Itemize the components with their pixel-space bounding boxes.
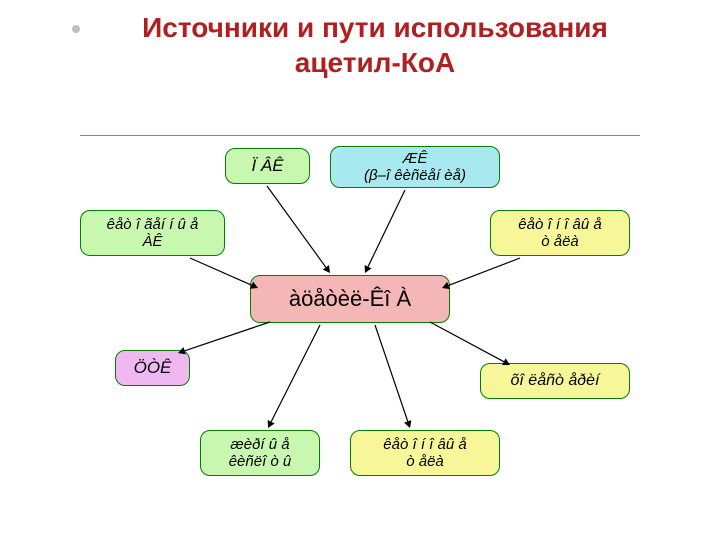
node-ktr: êåò î í î âû åò åëà bbox=[490, 210, 630, 256]
node-fat: æèðí û åêèñëî ò û bbox=[200, 430, 320, 476]
bullet-decor bbox=[72, 25, 80, 33]
node-kgl: êåò î ãåí í û åÀÊ bbox=[80, 210, 225, 256]
page-title: Источники и пути использования ацетил-Ко… bbox=[95, 10, 655, 80]
node-ctk: ÖÒÊ bbox=[115, 350, 190, 386]
title-line2: ацетил-КоА bbox=[295, 47, 455, 78]
node-pvk: Ï ÂÊ bbox=[225, 148, 310, 184]
title-rule bbox=[80, 135, 640, 136]
node-center: àöåòèë-Êî À bbox=[250, 275, 450, 323]
title-line1: Источники и пути использования bbox=[142, 12, 608, 43]
node-ket2: êåò î í î âû åò åëà bbox=[350, 430, 500, 476]
node-zhk: ÆÊ(β–î êèñëåí èå) bbox=[330, 146, 500, 188]
node-hol: õî ëåñò åðèí bbox=[480, 363, 630, 399]
